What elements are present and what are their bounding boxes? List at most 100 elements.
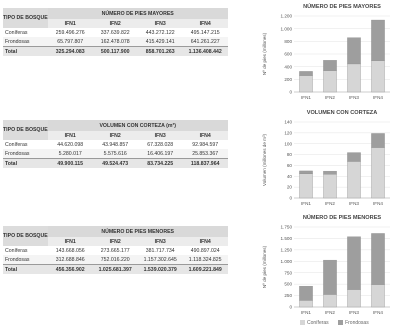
row-label: Coníferas	[5, 141, 28, 148]
table-cell: 456.356.902	[47, 264, 93, 274]
row-label: Total	[3, 46, 48, 56]
y-tick-label: 400	[284, 64, 292, 69]
y-tick-label: 1.500	[281, 236, 293, 241]
table-row-total: Total 456.356.902 1.025.681.397 1.539.02…	[3, 264, 228, 274]
table-cell: 1.136.408.442	[182, 46, 228, 56]
x-tick-label: IFN2	[325, 310, 335, 315]
y-tick-label: 80	[287, 152, 293, 157]
table-cell: 49.900.115	[47, 158, 93, 168]
table-cell: 273.665.177	[100, 247, 130, 254]
table-cell: 415.429.141	[137, 37, 183, 47]
legend-label: Frondosas	[345, 320, 369, 326]
table-cell: 443.272.122	[145, 29, 175, 36]
y-tick-label: 40	[287, 174, 293, 179]
x-tick-label: IFN1	[301, 95, 311, 100]
bar-coniferas	[323, 70, 337, 93]
table-cell: 1.609.221.849	[182, 264, 228, 274]
y-axis-label: Volumen (millones de m³)	[262, 133, 267, 186]
table-cell: 5.575.616	[92, 149, 138, 159]
chart-legend: Coníferas Frondosas	[300, 320, 377, 326]
bar-frondosas	[299, 285, 313, 301]
table-cell: 752.016.220	[92, 255, 138, 265]
chart-pies-menores: NÚMERO DE PIES MENORES Nº de pies (millon…	[260, 211, 396, 319]
column-header: IFN2	[92, 237, 138, 246]
x-tick-label: IFN1	[301, 310, 311, 315]
bar-frondosas	[347, 236, 361, 290]
table-row-total: Total 325.294.083 500.117.900 858.701.26…	[3, 46, 228, 56]
legend-item-frondosas: Frondosas	[338, 320, 369, 326]
table-cell: 49.524.473	[92, 158, 138, 168]
column-header: IFN3	[137, 19, 183, 28]
column-header: IFN1	[47, 19, 93, 28]
bar-frondosas	[347, 37, 361, 65]
table-row: Frondosas 312.688.846 752.016.220 1.157.…	[3, 255, 228, 265]
x-tick-label: IFN4	[373, 95, 383, 100]
y-tick-label: 750	[284, 270, 292, 275]
bar-coniferas	[347, 161, 361, 199]
y-tick-label: 20	[287, 185, 293, 190]
bar-coniferas	[323, 174, 337, 199]
bar-coniferas	[371, 284, 385, 308]
column-header: IFN3	[137, 131, 183, 140]
table-cell: 83.734.225	[137, 158, 183, 168]
legend-swatch-frondosas	[338, 320, 344, 326]
category-header: TIPO DE BOSQUE	[3, 226, 48, 246]
table-cell: 118.837.964	[182, 158, 228, 168]
bar-coniferas	[347, 63, 361, 93]
table-row: Coníferas 143.668.056 273.665.177 381.71…	[3, 246, 228, 255]
group-header: NÚMERO DE PIES MAYORES	[47, 8, 228, 19]
legend-label: Coníferas	[307, 320, 329, 326]
row-label: Frondosas	[3, 149, 48, 159]
bar-frondosas	[371, 19, 385, 61]
y-tick-label: 1.250	[281, 247, 293, 252]
table-cell: 92.984.597	[192, 141, 219, 148]
chart-pies-mayores-svg: NÚMERO DE PIES MAYORES Nº de pies (millon…	[262, 3, 390, 100]
bar-frondosas	[299, 170, 313, 174]
table-cell: 312.688.846	[47, 255, 93, 265]
bar-coniferas	[299, 173, 313, 199]
column-header: IFN4	[182, 131, 228, 140]
table-row: Frondosas 5.280.017 5.575.616 16.406.197…	[3, 149, 228, 159]
table-cell: 500.117.900	[92, 46, 138, 56]
chart-title: NÚMERO DE PIES MAYORES	[303, 3, 381, 10]
bar-frondosas	[323, 170, 337, 175]
x-tick-label: IFN3	[349, 310, 359, 315]
row-label: Total	[3, 158, 48, 168]
y-tick-label: 800	[284, 39, 292, 44]
x-tick-label: IFN3	[349, 201, 359, 206]
bar-coniferas	[371, 147, 385, 199]
column-header: IFN1	[47, 237, 93, 246]
y-tick-label: 1.000	[281, 259, 293, 264]
table-pies-mayores: TIPO DE BOSQUE NÚMERO DE PIES MAYORES IF…	[3, 8, 228, 56]
row-label: Total	[3, 264, 48, 274]
row-label: Coníferas	[5, 247, 28, 254]
chart-pies-mayores: NÚMERO DE PIES MAYORES Nº de pies (millon…	[260, 0, 396, 104]
table-row: Frondosas 65.797.807 162.478.078 415.429…	[3, 37, 228, 47]
category-header: TIPO DE BOSQUE	[3, 8, 48, 28]
x-tick-label: IFN2	[325, 201, 335, 206]
y-tick-label: 600	[284, 52, 292, 57]
bar-frondosas	[371, 133, 385, 148]
bar-coniferas	[299, 300, 313, 308]
x-tick-label: IFN1	[301, 201, 311, 206]
y-axis-label: Nº de pies (millones)	[262, 32, 267, 75]
y-tick-label: 250	[284, 293, 292, 298]
table-cell: 67.328.028	[147, 141, 174, 148]
chart-volumen: VOLUMEN CON CORTEZA Volumen (millones de …	[260, 106, 396, 210]
table-cell: 490.897.024	[190, 247, 220, 254]
row-label: Frondosas	[3, 37, 48, 47]
table-cell: 43.948.857	[102, 141, 129, 148]
x-tick-label: IFN4	[373, 310, 383, 315]
table-pies-menores: TIPO DE BOSQUE NÚMERO DE PIES MENORES IF…	[3, 226, 228, 274]
x-tick-label: IFN3	[349, 95, 359, 100]
table-row-total: Total 49.900.115 49.524.473 83.734.225 1…	[3, 158, 228, 168]
y-tick-label: 60	[287, 163, 293, 168]
bar-coniferas	[371, 60, 385, 93]
y-tick-label: 1.200	[281, 14, 293, 19]
group-header: NÚMERO DE PIES MENORES	[47, 226, 228, 237]
row-label: Frondosas	[3, 255, 48, 265]
table-cell: 25.853.367	[182, 149, 228, 159]
table-volumen: TIPO DE BOSQUE VOLUMEN CON CORTEZA (m³) …	[3, 120, 228, 168]
y-tick-label: 200	[284, 77, 292, 82]
bar-frondosas	[347, 152, 361, 162]
